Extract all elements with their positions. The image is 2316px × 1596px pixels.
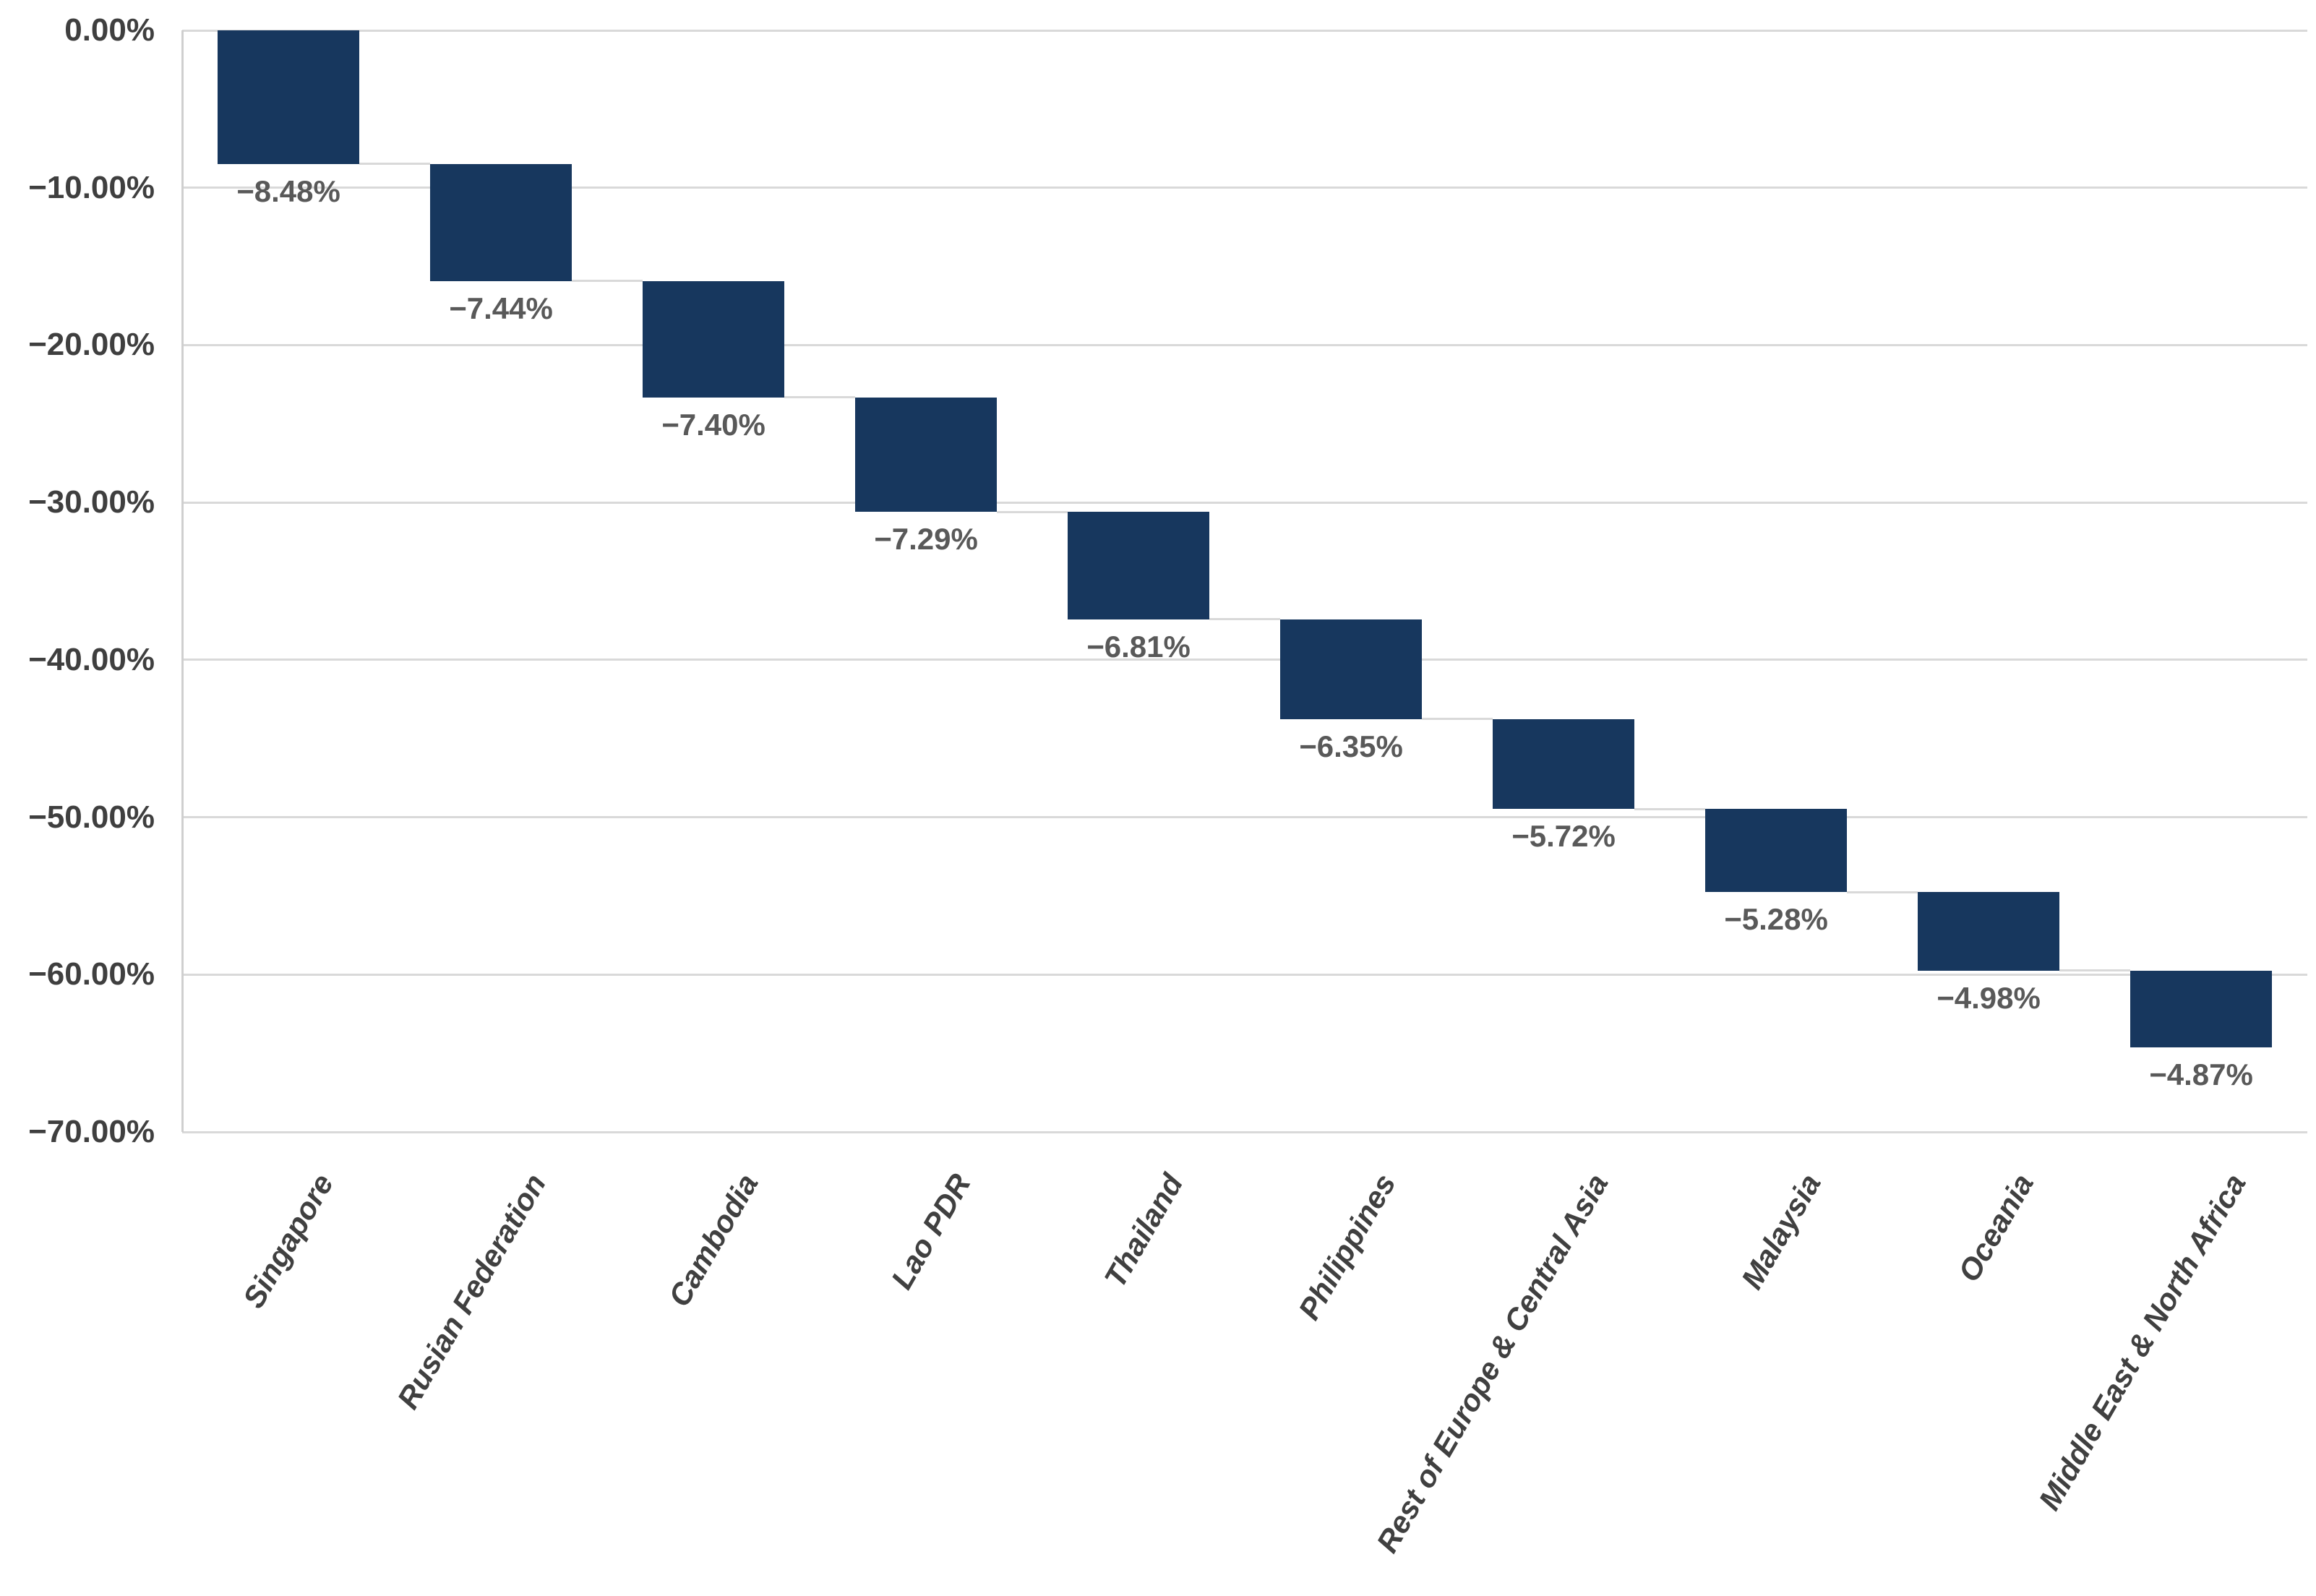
bar-value-label: −8.48% xyxy=(236,173,340,208)
y-tick-label: −60.00% xyxy=(28,956,155,992)
bar xyxy=(1493,718,1634,810)
gridline xyxy=(182,186,2307,189)
bar xyxy=(1280,619,1422,719)
bar xyxy=(2130,970,2272,1047)
y-tick-label: −10.00% xyxy=(28,169,155,205)
gridline xyxy=(182,816,2307,819)
bar-value-label: −5.28% xyxy=(1724,902,1828,937)
bar-value-label: −4.87% xyxy=(2149,1057,2253,1091)
category-label: Oceania xyxy=(1951,1168,2040,1288)
category-label: Middle East & North Africa xyxy=(2031,1168,2252,1516)
bar xyxy=(643,280,784,398)
category-label: Rest of Europe & Central Asia xyxy=(1370,1168,1615,1558)
category-label: Lao PDR xyxy=(884,1168,977,1295)
gridline xyxy=(182,501,2307,504)
bar-value-label: −6.35% xyxy=(1299,729,1403,763)
y-tick-label: −70.00% xyxy=(28,1114,155,1149)
bar-value-label: −7.40% xyxy=(661,407,765,442)
bar xyxy=(855,397,997,512)
y-tick-label: −30.00% xyxy=(28,484,155,520)
bar-value-label: −7.44% xyxy=(449,291,553,325)
y-tick-label: −50.00% xyxy=(28,799,155,835)
gridline xyxy=(182,29,2307,32)
y-tick-label: 0.00% xyxy=(64,12,155,48)
bar xyxy=(218,30,359,164)
connector-line xyxy=(997,510,1068,513)
connector-line xyxy=(359,163,430,166)
bar-value-label: −4.98% xyxy=(1937,980,2041,1015)
gridline xyxy=(182,973,2307,976)
bar xyxy=(1705,809,1847,893)
gridline xyxy=(182,1130,2307,1133)
y-tick-label: −40.00% xyxy=(28,641,155,677)
category-label: Philippines xyxy=(1291,1168,1402,1326)
gridline xyxy=(182,343,2307,346)
category-label: Singapore xyxy=(236,1168,340,1314)
category-label: Thailand xyxy=(1097,1168,1190,1294)
category-label: Malaysia xyxy=(1734,1168,1827,1295)
connector-line xyxy=(1634,807,1705,810)
bar-value-label: −7.29% xyxy=(874,522,978,557)
connector-line xyxy=(1422,718,1493,721)
connector-line xyxy=(2059,969,2130,972)
connector-line xyxy=(1847,891,1918,893)
bar-value-label: −6.81% xyxy=(1086,629,1191,664)
bar xyxy=(430,163,572,281)
bar xyxy=(1068,512,1209,619)
connector-line xyxy=(1209,618,1280,621)
bar-value-label: −5.72% xyxy=(1511,819,1616,854)
connector-line xyxy=(572,280,643,283)
y-tick-label: −20.00% xyxy=(28,327,155,363)
gridline xyxy=(182,658,2307,661)
y-axis-line xyxy=(181,30,184,1132)
category-label: Cambodia xyxy=(661,1168,765,1313)
connector-line xyxy=(784,396,855,399)
category-label: Rusian Federation xyxy=(390,1168,552,1415)
bar xyxy=(1918,892,2059,971)
